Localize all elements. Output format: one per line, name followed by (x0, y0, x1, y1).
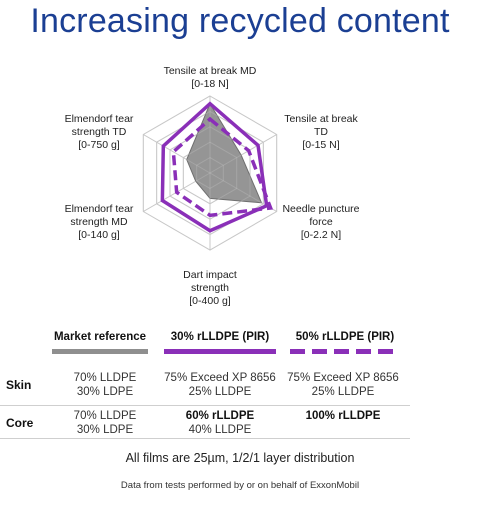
legend-50-rlldpe-label: 50% rLLDPE (PIR) (295, 331, 395, 343)
cell-line: 100% rLLDPE (305, 410, 381, 422)
cell-line: 60% rLLDPE (185, 410, 255, 422)
radar-chart (142, 95, 278, 251)
axis-label-line: [0-400 g] (189, 295, 231, 307)
row-label-core: Core (6, 416, 34, 430)
legend-market-reference-swatch (52, 349, 148, 354)
axis-label-line: Tensile at break (284, 113, 358, 125)
cell-line: 75% Exceed XP 8656 (164, 372, 276, 384)
axis-label-line: Elmendorf tear (64, 113, 134, 125)
cell-line: 40% LLDPE (188, 424, 252, 436)
cell-core-market: 70% LLDPE 30% LDPE (40, 409, 170, 437)
cell-line: 70% LLDPE (73, 410, 137, 422)
cell-line: 25% LLDPE (188, 386, 252, 398)
legend-50-rlldpe-swatch (290, 349, 400, 354)
axis-label-line: [0-15 N] (302, 139, 340, 151)
footnote: All films are 25µm, 1/2/1 layer distribu… (125, 451, 355, 465)
axis-label-line: [0-18 N] (191, 78, 229, 90)
cell-core-30: 60% rLLDPE 40% LLDPE (155, 409, 285, 437)
axis-label-line: force (309, 216, 333, 228)
axis-label-line: [0-750 g] (78, 139, 120, 151)
grid-spoke (143, 134, 211, 174)
legend-30-rlldpe-label: 30% rLLDPE (PIR) (170, 331, 270, 343)
axis-label-line: TD (314, 126, 328, 138)
source-note: Data from tests performed by or on behal… (120, 480, 360, 491)
legend-market-reference-label: Market reference (53, 331, 147, 343)
grid-ring (196, 157, 224, 189)
axis-label-line: Dart impact (183, 269, 237, 281)
axis-label-line: [0-2.2 N] (300, 229, 342, 241)
axis-label-line: Elmendorf tear (64, 203, 134, 215)
series-30-rlldpe-pir (160, 101, 269, 233)
radar-grid-overlay (142, 95, 278, 251)
series-market-reference (186, 102, 263, 204)
axis-label-line: Tensile at break MD (163, 65, 257, 77)
radar-series-layer (142, 95, 278, 251)
axis-label-line: strength (191, 282, 229, 294)
cell-skin-50: 75% Exceed XP 8656 25% LLDPE (278, 371, 408, 399)
row-divider (0, 405, 410, 406)
grid-spoke (209, 134, 277, 174)
grid-ring (156, 110, 264, 236)
grid-ring (142, 95, 278, 251)
page-title: Increasing recycled content (30, 2, 450, 40)
axis-label: Dart impact strength [0-400 g] (150, 269, 270, 308)
axis-label-line: strength MD (70, 216, 128, 228)
axis-label: Tensile at break TD [0-15 N] (266, 113, 376, 152)
cell-line: 30% LDPE (76, 424, 134, 436)
cell-line: 30% LDPE (76, 386, 134, 398)
axis-label-line: strength TD (71, 126, 127, 138)
cell-line: 25% LLDPE (311, 386, 375, 398)
grid-ring (182, 141, 238, 205)
axis-label-line: Needle puncture (282, 203, 360, 215)
cell-line: 70% LLDPE (73, 372, 137, 384)
axis-label: Needle puncture force [0-2.2 N] (266, 203, 376, 242)
legend-30-rlldpe-swatch (164, 349, 276, 354)
series-50-rlldpe-pir (171, 116, 274, 218)
row-divider (0, 438, 410, 439)
axis-label-line: [0-140 g] (78, 229, 120, 241)
axis-label: Elmendorf tear strength TD [0-750 g] (44, 113, 154, 152)
cell-skin-30: 75% Exceed XP 8656 25% LLDPE (155, 371, 285, 399)
row-label-skin: Skin (6, 378, 32, 392)
cell-core-50: 100% rLLDPE (278, 409, 408, 423)
axis-label: Elmendorf tear strength MD [0-140 g] (44, 203, 154, 242)
cell-line: 75% Exceed XP 8656 (287, 372, 399, 384)
axis-label: Tensile at break MD [0-18 N] (150, 65, 270, 91)
cell-skin-market: 70% LLDPE 30% LDPE (40, 371, 170, 399)
